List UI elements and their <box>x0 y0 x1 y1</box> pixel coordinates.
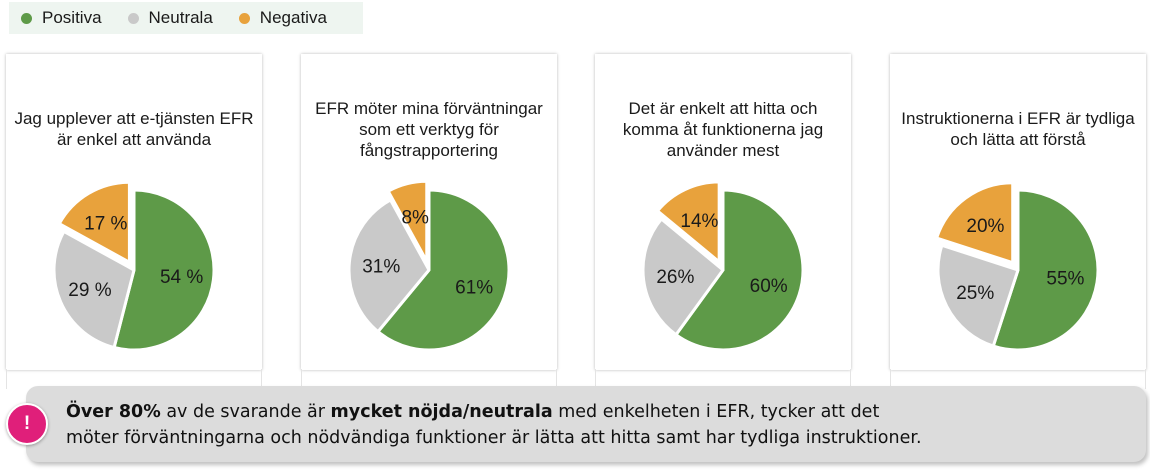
pie-1-slice-negativa <box>57 180 131 264</box>
pie-title-3: Det är enkelt att hitta och komma åt fun… <box>622 99 824 160</box>
pie-3-label-positiva: 60% <box>750 276 788 297</box>
pie-card-4: Instruktionerna i EFR är tydliga och lät… <box>890 54 1146 370</box>
pie-4-slice-neutrala <box>936 243 1020 348</box>
pie-card-3: Det är enkelt att hitta och komma åt fun… <box>595 54 851 370</box>
legend-item-positiva: Positiva <box>21 8 102 28</box>
pie-4-label-positiva: 55% <box>1046 269 1084 290</box>
pie-title-1: Jag upplever att e-tjänsten EFR är enkel… <box>14 109 254 149</box>
pie-1-label-neutrala: 29 % <box>68 280 111 301</box>
summary-line-2: möter förväntningarna och nödvändiga fun… <box>66 428 922 448</box>
pie-2-slice-neutrala <box>347 198 431 334</box>
pie-card-2: EFR möter mina förväntningar som ett ver… <box>301 54 557 370</box>
pie-1-label-positiva: 54 % <box>160 267 203 288</box>
card-base-4 <box>890 369 1146 389</box>
pie-1-slice-neutrala <box>52 229 136 349</box>
legend-swatch-neutrala <box>127 12 139 24</box>
pie-chart-3: 60% 26% 14% <box>641 180 805 352</box>
summary-highlight-percent: Över 80% <box>66 402 161 422</box>
summary-callout: Över 80% av de svarande är mycket nöjda/… <box>26 386 1146 462</box>
pie-3-label-neutrala: 26% <box>656 267 694 288</box>
summary-text-part-1: av de svarande är <box>160 402 331 422</box>
legend-label-neutrala: Neutrala <box>148 8 213 27</box>
pie-3-slice-neutrala <box>641 217 725 337</box>
pie-4-slice-positiva <box>991 188 1100 352</box>
pie-chart-2: 61% 31% 8% <box>347 179 511 352</box>
pie-2-label-positiva: 61% <box>455 277 493 298</box>
card-base-1 <box>6 369 262 389</box>
exclamation-icon: ! <box>6 403 48 445</box>
summary-line-1: Över 80% av de svarande är mycket nöjda/… <box>66 399 1126 425</box>
legend-swatch-positiva <box>21 12 32 24</box>
pie-3-slice-negativa <box>656 180 721 264</box>
pie-3-label-negativa: 14% <box>680 211 718 232</box>
summary-text-part-2: med enkelheten i EFR, tycker att det <box>552 402 880 422</box>
legend-label-positiva: Positiva <box>42 8 102 27</box>
pie-4-label-neutrala: 25% <box>956 283 994 304</box>
pie-title-4: Instruktionerna i EFR är tydliga och lät… <box>901 109 1135 149</box>
pie-1-label-negativa: 17 % <box>84 213 127 234</box>
legend-label-negativa: Negativa <box>259 8 327 27</box>
pie-chart-4: 55% 25% 20% <box>935 181 1100 352</box>
legend-item-neutrala: Neutrala <box>127 8 213 28</box>
pie-chart-1: 54 % 29 % 17 % <box>52 180 216 352</box>
pie-2-slice-positiva <box>376 188 511 352</box>
chart-legend: Positiva Neutrala Negativa <box>9 2 363 34</box>
pie-2-label-neutrala: 31% <box>362 256 400 277</box>
pie-2-label-negativa: 8% <box>401 207 429 228</box>
pie-3-slice-positiva <box>674 188 805 352</box>
pie-4-label-negativa: 20% <box>966 216 1004 237</box>
card-base-3 <box>595 369 851 389</box>
pie-2-slice-negativa <box>386 179 429 263</box>
legend-item-negativa: Negativa <box>238 8 327 28</box>
card-base-2 <box>301 369 557 389</box>
pie-1-slice-positiva <box>112 188 216 352</box>
summary-text: Över 80% av de svarande är mycket nöjda/… <box>66 399 1126 451</box>
pie-card-1: Jag upplever att e-tjänsten EFR är enkel… <box>6 54 262 370</box>
summary-highlight-satisfied: mycket nöjda/neutrala <box>330 402 553 422</box>
pie-title-2: EFR möter mina förväntningar som ett ver… <box>315 99 543 160</box>
legend-swatch-negativa <box>238 12 250 24</box>
pie-4-slice-negativa <box>935 181 1015 265</box>
